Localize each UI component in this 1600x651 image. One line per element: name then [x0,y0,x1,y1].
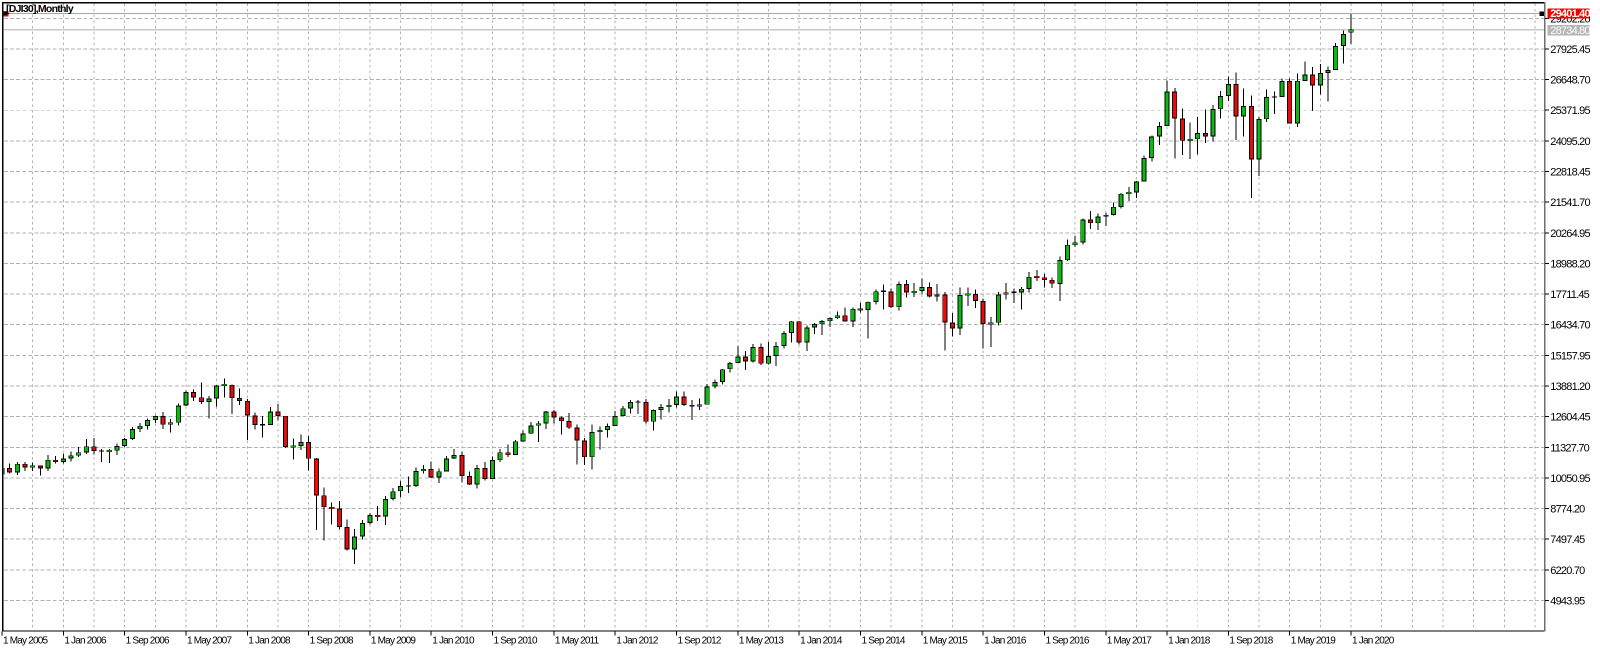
svg-text:1 Sep 2016: 1 Sep 2016 [1045,636,1089,647]
svg-text:1 May 2015: 1 May 2015 [923,636,968,647]
svg-text:11327.70: 11327.70 [1550,442,1589,454]
svg-text:1 Jan 2016: 1 Jan 2016 [984,636,1027,647]
svg-text:1 May 2019: 1 May 2019 [1291,636,1336,647]
svg-text:26648.70: 26648.70 [1550,75,1590,87]
svg-text:27925.45: 27925.45 [1550,44,1590,56]
svg-text:1 Jan 2006: 1 Jan 2006 [64,636,107,647]
svg-text:24095.20: 24095.20 [1550,136,1590,148]
svg-text:17711.45: 17711.45 [1550,289,1589,301]
svg-text:28734.80: 28734.80 [1550,25,1590,37]
svg-text:18988.20: 18988.20 [1550,258,1590,270]
svg-text:1 May 2005: 1 May 2005 [3,636,48,647]
svg-text:1 May 2007: 1 May 2007 [187,636,232,647]
svg-text:13881.20: 13881.20 [1550,381,1590,393]
svg-text:1 Jan 2008: 1 Jan 2008 [248,636,291,647]
svg-text:1 Sep 2012: 1 Sep 2012 [678,636,722,647]
svg-text:22818.45: 22818.45 [1550,167,1590,179]
svg-text:1 Sep 2018: 1 Sep 2018 [1229,636,1273,647]
svg-text:15157.95: 15157.95 [1550,350,1590,362]
svg-text:29401.40: 29401.40 [1550,8,1590,20]
svg-text:1 May 2011: 1 May 2011 [555,636,600,647]
svg-text:20264.95: 20264.95 [1550,228,1590,240]
svg-text:1 Jan 2018: 1 Jan 2018 [1168,636,1211,647]
svg-text:[DJI30],Monthly: [DJI30],Monthly [6,3,74,15]
svg-text:1 May 2009: 1 May 2009 [371,636,416,647]
svg-text:12604.45: 12604.45 [1550,412,1590,424]
svg-text:1 Jan 2010: 1 Jan 2010 [432,636,475,647]
svg-text:4943.95: 4943.95 [1550,596,1585,608]
svg-text:10050.95: 10050.95 [1550,473,1590,485]
svg-text:1 Sep 2014: 1 Sep 2014 [861,636,905,647]
svg-text:1 Jan 2012: 1 Jan 2012 [616,636,659,647]
svg-text:8774.20: 8774.20 [1550,504,1585,516]
svg-text:1 Sep 2008: 1 Sep 2008 [310,636,354,647]
svg-text:6220.70: 6220.70 [1550,565,1585,577]
svg-text:1 May 2013: 1 May 2013 [739,636,784,647]
svg-text:25371.95: 25371.95 [1550,105,1590,117]
svg-text:16434.70: 16434.70 [1550,320,1590,332]
svg-text:21541.70: 21541.70 [1550,197,1590,209]
svg-text:7497.45: 7497.45 [1550,534,1585,546]
svg-text:1 Sep 2006: 1 Sep 2006 [126,636,170,647]
svg-text:1 May 2017: 1 May 2017 [1107,636,1152,647]
svg-text:1 Jan 2020: 1 Jan 2020 [1352,636,1395,647]
svg-text:1 Sep 2010: 1 Sep 2010 [494,636,538,647]
svg-text:1 Jan 2014: 1 Jan 2014 [800,636,843,647]
